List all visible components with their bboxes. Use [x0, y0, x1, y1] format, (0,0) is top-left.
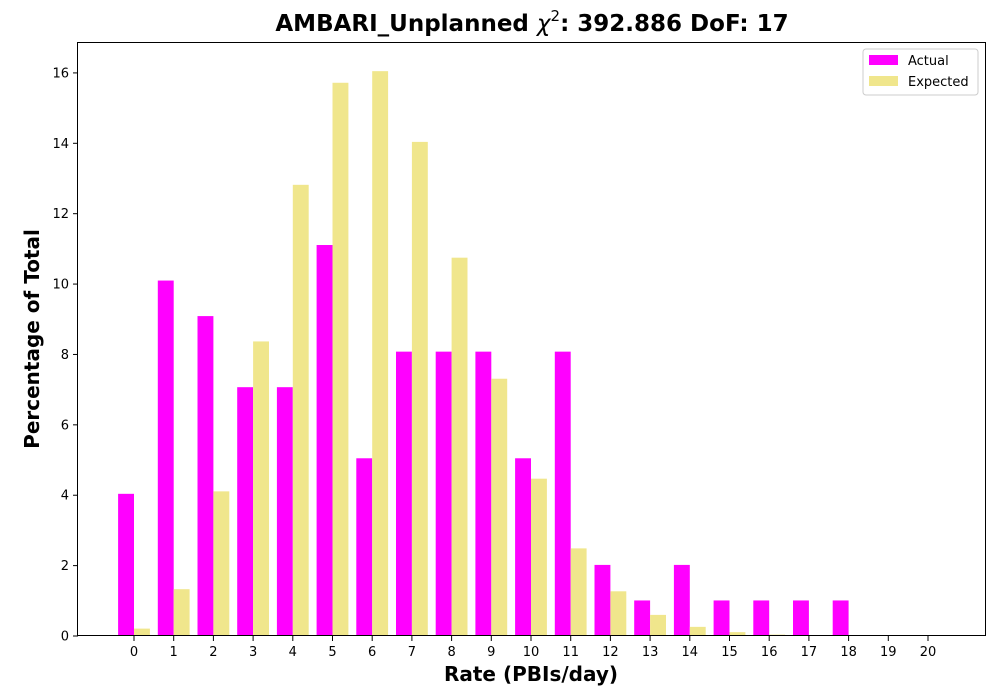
x-tick-label: 10: [523, 645, 540, 660]
bars-layer: [118, 71, 944, 637]
x-tick-label: 4: [289, 645, 297, 660]
x-tick-label: 0: [130, 645, 138, 660]
x-tick-label: 8: [447, 645, 455, 660]
bar-expected-9: [491, 378, 508, 636]
x-tick-label: 7: [408, 645, 416, 660]
bar-actual-14: [673, 564, 690, 636]
legend-swatch-actual: [869, 55, 898, 65]
bar-actual-4: [276, 387, 293, 636]
bar-expected-14: [689, 626, 706, 636]
bar-actual-7: [396, 351, 412, 636]
legend-label-expected: Expected: [908, 75, 969, 90]
bar-expected-10: [531, 478, 547, 636]
x-tick-label: 19: [880, 645, 897, 660]
bar-expected-11: [570, 548, 587, 636]
y-tick-label: 4: [61, 489, 69, 504]
x-tick-label: 1: [170, 645, 178, 660]
bar-expected-6: [372, 71, 389, 637]
y-tick-label: 12: [52, 207, 69, 222]
legend-swatch-expected: [869, 76, 898, 86]
y-tick-label: 6: [61, 418, 69, 433]
bar-actual-1: [157, 280, 174, 636]
x-tick-label: 5: [328, 645, 336, 660]
x-tick-label: 20: [920, 645, 937, 660]
bar-expected-15: [729, 632, 746, 636]
x-axis: 0 1 2 3 4 5 6 7 8 9 10 11 12 13 14 15 16 17 18 19 20: [130, 636, 936, 660]
bar-expected-2: [213, 491, 230, 636]
y-tick-label: 0: [61, 630, 69, 645]
x-tick-label: 13: [642, 645, 659, 660]
chart-title: AMBARI_Unplanned χ2: 392.886 DoF: 17: [275, 7, 788, 37]
bar-actual-3: [237, 387, 254, 636]
bar-actual-6: [356, 458, 373, 636]
bar-expected-4: [292, 184, 309, 636]
x-tick-label: 17: [801, 645, 818, 660]
y-tick-label: 8: [61, 348, 69, 363]
legend: Actual Expected: [862, 48, 979, 96]
x-tick-label: 18: [840, 645, 857, 660]
x-tick-label: 2: [209, 645, 217, 660]
bar-expected-0: [134, 628, 150, 636]
x-tick-label: 3: [249, 645, 257, 660]
bar-actual-0: [118, 493, 134, 636]
x-tick-label: 6: [368, 645, 376, 660]
y-axis: 0 2 4 6 8 10 12 14 16: [52, 66, 78, 645]
y-axis-label: Percentage of Total: [20, 229, 44, 449]
bar-actual-18: [832, 600, 849, 636]
bar-actual-8: [435, 351, 452, 636]
bar-expected-3: [253, 341, 269, 636]
bar-actual-5: [316, 245, 333, 636]
x-tick-label: 15: [721, 645, 738, 660]
bar-actual-17: [793, 600, 809, 636]
bar-expected-7: [411, 141, 428, 637]
x-tick-label: 11: [562, 645, 579, 660]
plot-frame: [77, 42, 986, 636]
bar-expected-12: [610, 591, 627, 636]
x-tick-label: 9: [487, 645, 495, 660]
y-tick-label: 14: [52, 137, 69, 152]
bar-expected-13: [650, 614, 666, 636]
bar-actual-15: [713, 600, 730, 636]
bar-expected-8: [451, 257, 468, 636]
bar-actual-9: [475, 351, 492, 636]
x-tick-label: 16: [761, 645, 778, 660]
bar-actual-11: [554, 351, 571, 636]
bar-actual-12: [594, 564, 611, 636]
y-tick-label: 16: [52, 66, 69, 81]
x-axis-label: Rate (PBIs/day): [444, 662, 618, 686]
bar-actual-13: [634, 600, 651, 636]
bar-expected-1: [173, 589, 190, 636]
x-tick-label: 12: [602, 645, 619, 660]
legend-label-actual: Actual: [908, 54, 949, 69]
y-tick-label: 2: [61, 559, 69, 574]
y-tick-label: 10: [52, 278, 69, 293]
bar-expected-5: [332, 82, 349, 637]
bar-actual-2: [197, 316, 214, 636]
bar-actual-16: [753, 600, 770, 636]
x-tick-label: 14: [682, 645, 699, 660]
bar-actual-10: [515, 458, 531, 636]
